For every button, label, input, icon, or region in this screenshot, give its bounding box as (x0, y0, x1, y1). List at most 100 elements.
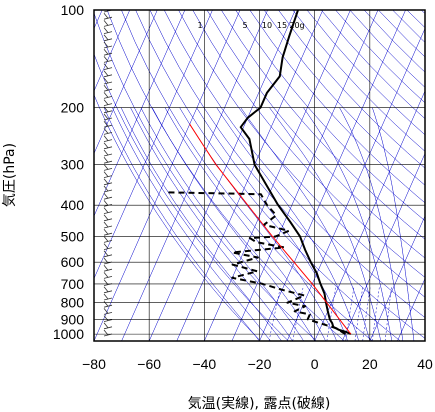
isotherm-line (94, 10, 241, 341)
wind-barb-flag (103, 77, 109, 84)
wind-barb-flag (103, 99, 109, 105)
x-tick-label: 40 (417, 356, 433, 372)
isotherm-line (94, 10, 213, 280)
wind-barb-flag (103, 84, 109, 91)
wind-barb-flag (103, 243, 109, 249)
mixing-ratio-line (354, 285, 364, 341)
moist-adiabat-line (112, 107, 271, 341)
mixing-ratio-line (372, 285, 380, 341)
wind-barb-flag (103, 135, 109, 141)
moist-adiabat-line (103, 107, 260, 341)
wind-barb-flag (103, 20, 109, 26)
dry-adiabat-line (249, 10, 425, 204)
y-tick-label: 200 (61, 100, 85, 116)
moist-adiabat-line (269, 107, 382, 341)
wind-barb-flag (103, 185, 109, 192)
dry-adiabat-line (121, 10, 373, 341)
isotherm-line (148, 10, 296, 341)
dry-adiabat-line (149, 10, 425, 339)
isotherm-line (314, 90, 425, 341)
mixing-ratio-line (292, 285, 304, 341)
y-axis-title: 気圧(hPa) (2, 143, 18, 207)
dry-adiabat-line (235, 10, 425, 222)
x-tick-label: −60 (137, 356, 161, 372)
wind-barb-flag (103, 315, 109, 321)
moist-adiabat-line (303, 107, 393, 341)
dry-adiabat-line (335, 10, 425, 104)
wind-barb-flag (103, 56, 109, 62)
y-tick-label: 500 (61, 229, 85, 245)
wind-barb-flag (103, 214, 109, 221)
wind-barb-flag (103, 300, 109, 307)
x-axis-title: 気温(実線), 露点(破線) (188, 396, 331, 412)
dry-adiabat-line (135, 10, 401, 341)
moist-adiabat-line (130, 107, 293, 341)
x-tick-label: −80 (82, 356, 106, 372)
mixing-ratio-label: 15 (277, 21, 287, 30)
moist-adiabat-line (140, 107, 304, 341)
dry-adiabat-line (292, 10, 425, 152)
wind-barb-flag (103, 34, 109, 41)
plot-frame (93, 9, 426, 342)
isotherm-line (94, 10, 158, 155)
mixing-ratio-label-group: 1 5 10 15 20g (197, 21, 304, 30)
dry-adiabat-line (163, 10, 425, 318)
dry-adiabat-line (421, 10, 425, 14)
moist-adiabat-line (240, 107, 371, 341)
isotherm-line (121, 10, 268, 341)
background-line-group (94, 10, 425, 341)
wind-barb-flag (103, 149, 109, 156)
dewpoint-line (165, 191, 346, 335)
wind-barb-flag (103, 12, 109, 19)
dry-adiabat-line (192, 10, 425, 278)
mixing-ratio-line (326, 285, 337, 341)
wind-barb-flag (103, 92, 109, 98)
mixing-ratio-line (384, 285, 392, 341)
moist-adiabat-line (151, 107, 315, 341)
wind-barb-flag (103, 228, 109, 235)
moist-adiabat-line (120, 107, 282, 341)
parcel-line (189, 123, 352, 335)
y-tick-label: 700 (61, 276, 85, 292)
mixing-ratio-label: 20g (289, 21, 304, 30)
wind-barb-flag (103, 192, 109, 199)
wind-barb-flag (103, 113, 109, 120)
x-tick-label: 0 (311, 356, 319, 372)
dry-adiabat-line (278, 10, 425, 169)
dry-adiabat-line (94, 12, 317, 341)
isotherm-line (286, 27, 425, 341)
wind-barb-flag (103, 264, 109, 271)
y-tick-label: 1000 (53, 326, 84, 342)
y-tick-label: 100 (61, 2, 85, 18)
wind-barb-flag (103, 70, 109, 77)
y-tick-label: 300 (61, 157, 85, 173)
wind-barb-flag (103, 142, 109, 149)
wind-barb-flag (103, 63, 109, 69)
isotherm-line (397, 277, 425, 341)
wind-barb-flag (103, 286, 109, 293)
dry-adiabat-line (221, 10, 425, 240)
wind-barb-group (103, 10, 113, 337)
wind-barb-flag (103, 236, 109, 242)
moist-adiabat-line (196, 107, 349, 341)
y-tick-label: 900 (61, 311, 85, 327)
y-tick-label: 600 (61, 254, 85, 270)
y-tick-label: 800 (61, 295, 85, 311)
mixing-ratio-label: 5 (242, 21, 247, 30)
mixing-ratio-line (362, 285, 371, 341)
x-tick-label: −40 (192, 356, 216, 372)
dry-adiabat-line (378, 10, 425, 58)
mixing-ratio-line (345, 285, 355, 341)
x-tick-label: −20 (248, 356, 272, 372)
dry-adiabat-line (94, 53, 289, 341)
dry-adiabat-line (306, 10, 425, 136)
mixing-ratio-label: 10 (262, 21, 272, 30)
wind-barb-flag (103, 207, 109, 213)
dry-adiabat-line (178, 10, 425, 298)
x-tick-label: 20 (362, 356, 378, 372)
isotherm-line (176, 10, 324, 341)
series-group (165, 10, 352, 336)
